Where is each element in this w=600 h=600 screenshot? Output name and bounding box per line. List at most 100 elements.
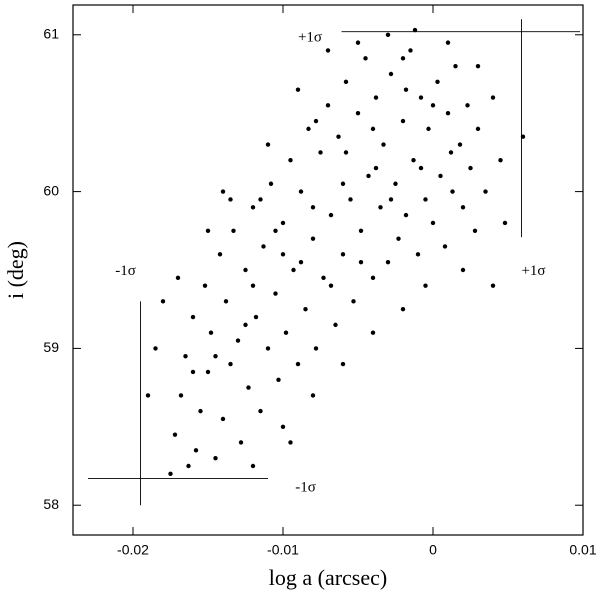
point bbox=[253, 314, 259, 320]
point bbox=[435, 79, 440, 85]
x-tick-label: 0 bbox=[429, 542, 437, 558]
point bbox=[213, 354, 218, 359]
point bbox=[228, 361, 233, 367]
point bbox=[258, 408, 263, 414]
point bbox=[288, 158, 293, 163]
x-tick-label: -0.01 bbox=[267, 542, 299, 558]
x-tick-label: 0.01 bbox=[569, 542, 596, 558]
point bbox=[460, 267, 466, 273]
point bbox=[475, 126, 481, 132]
point bbox=[385, 32, 391, 37]
point bbox=[258, 197, 263, 202]
point bbox=[378, 205, 383, 210]
point bbox=[213, 455, 218, 461]
point bbox=[310, 393, 316, 398]
point bbox=[358, 228, 364, 233]
point bbox=[238, 440, 244, 445]
point bbox=[273, 291, 278, 296]
point bbox=[475, 63, 481, 69]
point bbox=[268, 181, 274, 186]
point bbox=[295, 361, 301, 367]
point bbox=[313, 346, 319, 351]
point bbox=[445, 110, 451, 116]
point bbox=[303, 307, 308, 312]
point bbox=[373, 95, 379, 100]
point bbox=[430, 220, 436, 226]
y-tick-label: 59 bbox=[43, 339, 59, 355]
point bbox=[448, 150, 454, 155]
point bbox=[460, 205, 466, 210]
point bbox=[412, 27, 418, 33]
point bbox=[310, 236, 316, 241]
point bbox=[175, 275, 181, 281]
point bbox=[261, 244, 266, 249]
point bbox=[145, 393, 151, 398]
point bbox=[321, 275, 326, 281]
point bbox=[205, 228, 211, 233]
point bbox=[442, 244, 448, 249]
point bbox=[358, 259, 364, 265]
point bbox=[340, 361, 346, 367]
point bbox=[348, 197, 353, 202]
point bbox=[288, 440, 293, 445]
point bbox=[313, 118, 319, 124]
point bbox=[483, 189, 488, 194]
point bbox=[318, 150, 323, 155]
point bbox=[231, 228, 236, 233]
point bbox=[228, 197, 233, 202]
point bbox=[370, 330, 376, 335]
point bbox=[472, 228, 478, 233]
y-tick-label: 61 bbox=[43, 25, 59, 41]
sigma-label: -1σ bbox=[295, 479, 316, 495]
point bbox=[351, 299, 356, 304]
point bbox=[426, 126, 431, 132]
point bbox=[183, 354, 188, 359]
point bbox=[373, 165, 379, 171]
point bbox=[310, 205, 316, 210]
point bbox=[396, 236, 401, 241]
point bbox=[388, 197, 394, 202]
point bbox=[190, 314, 196, 320]
point bbox=[340, 252, 346, 257]
point bbox=[490, 95, 496, 100]
point bbox=[411, 158, 416, 163]
point bbox=[186, 463, 191, 469]
point bbox=[250, 283, 256, 288]
point bbox=[178, 393, 184, 398]
point bbox=[340, 181, 346, 186]
point bbox=[291, 267, 296, 273]
point bbox=[208, 330, 214, 335]
point bbox=[403, 212, 409, 218]
point bbox=[328, 283, 334, 288]
point bbox=[328, 212, 334, 218]
point bbox=[423, 283, 428, 288]
point bbox=[415, 252, 421, 257]
point bbox=[403, 87, 409, 92]
point bbox=[217, 252, 223, 257]
point bbox=[280, 252, 286, 257]
point bbox=[343, 150, 349, 155]
point bbox=[468, 165, 473, 171]
point bbox=[498, 158, 503, 163]
point bbox=[283, 330, 289, 335]
point bbox=[220, 189, 226, 194]
point bbox=[333, 322, 338, 328]
point bbox=[453, 63, 458, 69]
point bbox=[250, 205, 256, 210]
point bbox=[381, 142, 386, 147]
point bbox=[393, 181, 398, 186]
point bbox=[355, 110, 361, 116]
point bbox=[235, 338, 241, 343]
point bbox=[430, 103, 436, 108]
point bbox=[445, 40, 451, 45]
point bbox=[457, 142, 463, 147]
point bbox=[243, 322, 248, 328]
point bbox=[198, 408, 203, 414]
point bbox=[205, 369, 211, 375]
point bbox=[276, 377, 281, 382]
point bbox=[273, 228, 278, 233]
point bbox=[400, 118, 406, 124]
point bbox=[190, 369, 196, 375]
point bbox=[223, 299, 229, 304]
point bbox=[298, 189, 304, 194]
